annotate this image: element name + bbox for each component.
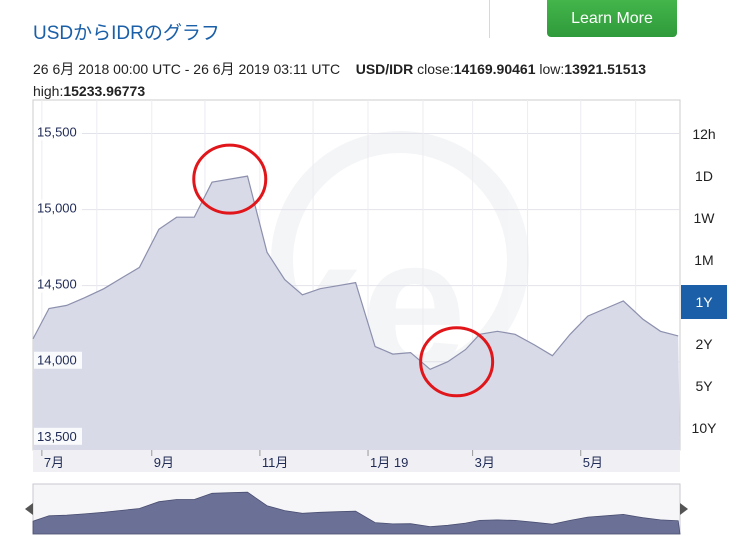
y-tick-label-bg xyxy=(34,351,82,369)
range-button-10y[interactable]: 10Y xyxy=(681,411,727,445)
x-tick-label: 7月 xyxy=(44,455,64,470)
y-tick-label-bg xyxy=(34,123,82,141)
range-button-2y[interactable]: 2Y xyxy=(681,327,727,361)
date-range: 26 6月 2018 00:00 UTC - 26 6月 2019 03:11 … xyxy=(33,61,341,77)
area-series-fill xyxy=(33,176,680,450)
high-value: 15233.96773 xyxy=(63,83,146,99)
y-tick-label: 15,500 xyxy=(37,124,77,139)
range-button-12h[interactable]: 12h xyxy=(681,117,727,151)
area-series-line xyxy=(32,175,679,370)
y-tick-label: 15,000 xyxy=(37,201,77,216)
x-tick-label: 3月 xyxy=(475,455,495,470)
navigator-left-handle[interactable] xyxy=(25,503,33,515)
x-tick-label: 5月 xyxy=(583,455,603,470)
y-tick-label-bg xyxy=(34,275,82,293)
x-tick-label: 11月 xyxy=(262,455,289,470)
range-button-1y[interactable]: 1Y xyxy=(681,285,727,319)
annotation-circle xyxy=(192,143,268,215)
low-label: low: xyxy=(539,61,565,77)
y-tick-label: 13,500 xyxy=(37,429,77,444)
navigator-area xyxy=(32,491,681,535)
x-tick-label: 1月 19 xyxy=(370,455,408,470)
annotation-circle xyxy=(419,326,495,398)
y-tick-label: 14,500 xyxy=(37,277,77,292)
x-tick-label: 9月 xyxy=(154,455,174,470)
x-axis-band xyxy=(33,450,680,472)
page-title: USDからIDRのグラフ xyxy=(33,23,220,44)
close-value: 14169.90461 xyxy=(453,61,536,77)
close-label: close: xyxy=(417,61,454,77)
range-button-1w[interactable]: 1W xyxy=(681,201,727,235)
high-label: high: xyxy=(33,83,64,99)
navigator-right-handle[interactable] xyxy=(680,503,688,515)
y-tick-label: 14,000 xyxy=(37,353,77,368)
range-button-1d[interactable]: 1D xyxy=(681,159,727,193)
range-button-1m[interactable]: 1M xyxy=(681,243,727,277)
currency-pair: USD/IDR xyxy=(355,61,414,77)
chart-info: 26 6月 2018 00:00 UTC - 26 6月 2019 03:11 … xyxy=(33,58,693,102)
y-tick-label-bg xyxy=(34,199,82,217)
header-divider xyxy=(489,0,490,38)
learn-more-button[interactable]: Learn More xyxy=(547,0,677,37)
range-button-5y[interactable]: 5Y xyxy=(681,369,727,403)
low-value: 13921.51513 xyxy=(564,61,647,77)
y-tick-label-bg xyxy=(34,427,82,445)
